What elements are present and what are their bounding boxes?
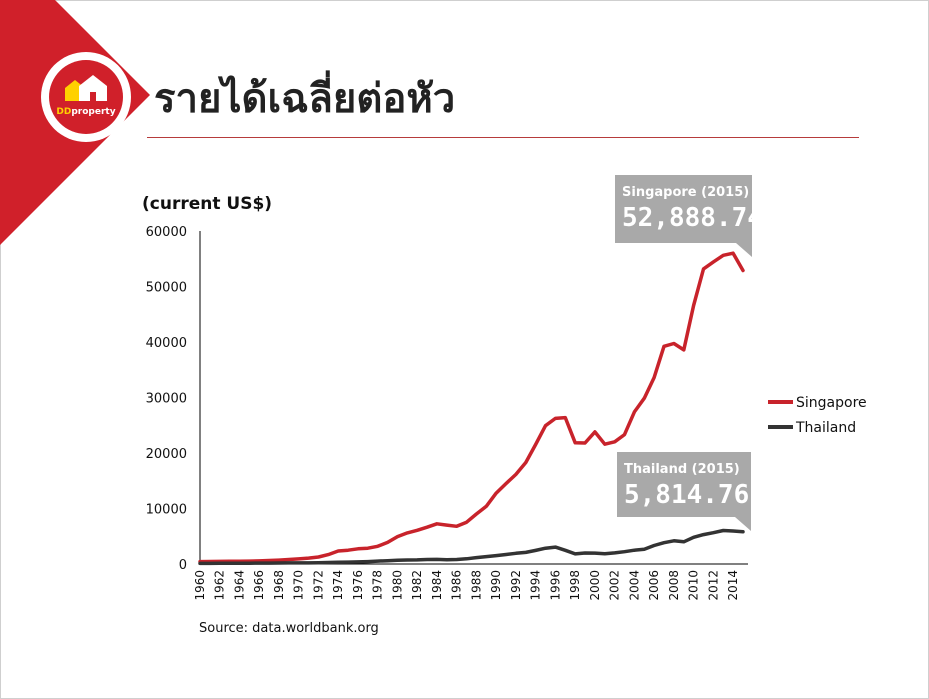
callout-thailand: Thailand (2015) 5,814.76 [617,452,751,531]
logo-wordmark: DDproperty [49,107,123,117]
callout-box [617,452,751,531]
x-tick-label: 1982 [410,570,424,601]
callout-singapore: Singapore (2015) 52,888.74 [615,175,763,257]
x-tick-label: 1984 [430,570,444,601]
x-tick-label: 1976 [351,570,365,601]
x-tick-label: 1964 [232,570,246,601]
y-axis-ticks: 0 10000 20000 30000 40000 50000 60000 [146,225,187,573]
x-tick-label: 1990 [489,570,503,601]
y-tick-label: 0 [179,558,187,573]
x-tick-label: 1980 [390,570,404,601]
y-tick-label: 10000 [146,503,187,518]
callout-value: 5,814.76 [624,480,749,510]
x-tick-label: 1988 [469,570,483,601]
x-tick-label: 1966 [252,570,266,601]
x-tick-label: 1968 [272,570,286,601]
y-tick-label: 40000 [146,336,187,351]
x-tick-label: 2002 [608,570,622,601]
callout-value: 52,888.74 [622,203,763,233]
title-divider [147,137,859,138]
x-tick-label: 1974 [331,570,345,601]
x-tick-label: 1962 [213,570,227,601]
source-note: Source: data.worldbank.org [199,621,379,636]
x-tick-label: 1972 [311,570,325,601]
x-tick-label: 1994 [529,570,543,601]
callout-title: Singapore (2015) [622,185,749,200]
x-tick-label: 2006 [647,570,661,601]
x-axis-ticks: 1960 1962 1964 1966 1968 1970 1972 1974 1976 1978… [193,570,740,601]
x-tick-label: 1992 [509,570,523,601]
house-icon [65,75,107,101]
brand-logo: DDproperty [41,52,131,142]
x-tick-label: 1978 [371,570,385,601]
y-tick-label: 50000 [146,281,187,296]
page-title: รายได้เฉลี่ยต่อหัว [154,76,456,122]
x-tick-label: 2014 [726,570,740,601]
legend-label: Thailand [795,420,856,436]
x-tick-label: 1996 [548,570,562,601]
x-tick-label: 2010 [687,570,701,601]
x-tick-label: 1970 [292,570,306,601]
x-tick-label: 1960 [193,570,207,601]
chart-legend: Singapore Thailand [768,395,867,436]
x-tick-label: 2012 [706,570,720,601]
callout-box [615,175,752,257]
y-tick-label: 30000 [146,392,187,407]
x-tick-label: 1986 [450,570,464,601]
legend-item-singapore: Singapore [768,395,867,411]
value-callouts: Singapore (2015) 52,888.74 Thailand (2015)… [615,175,763,531]
logo-text-rest: property [71,107,116,117]
logo-circle: DDproperty [49,60,123,134]
series-lines [198,251,745,566]
legend-item-thailand: Thailand [768,420,856,436]
y-tick-label: 20000 [146,447,187,462]
x-tick-label: 1998 [568,570,582,601]
x-tick-label: 2000 [588,570,602,601]
y-tick-label: 60000 [146,225,187,240]
x-tick-label: 2008 [667,570,681,601]
unit-label: (current US$) [142,194,272,214]
x-tick-label: 2004 [627,570,641,601]
series-line-singapore [198,251,745,564]
legend-label: Singapore [796,395,867,411]
series-line-thailand [198,528,745,566]
callout-title: Thailand (2015) [624,462,740,477]
logo-text-dd: DD [56,107,72,117]
